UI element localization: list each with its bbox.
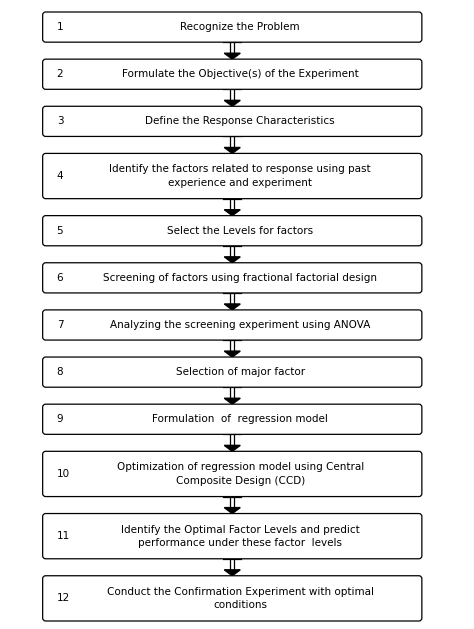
Text: Screening of factors using fractional factorial design: Screening of factors using fractional fa… xyxy=(103,273,377,283)
Text: 11: 11 xyxy=(57,531,70,541)
Polygon shape xyxy=(224,101,240,106)
FancyBboxPatch shape xyxy=(43,452,422,496)
Text: Formulate the Objective(s) of the Experiment: Formulate the Objective(s) of the Experi… xyxy=(122,69,359,79)
Text: 5: 5 xyxy=(57,226,64,236)
Text: 7: 7 xyxy=(57,320,64,330)
Polygon shape xyxy=(224,257,240,263)
Text: Recognize the Problem: Recognize the Problem xyxy=(181,22,300,32)
Text: 3: 3 xyxy=(57,116,64,126)
Polygon shape xyxy=(224,147,240,153)
Polygon shape xyxy=(224,508,240,513)
Polygon shape xyxy=(224,398,240,404)
Polygon shape xyxy=(224,209,240,216)
Text: 8: 8 xyxy=(57,367,64,377)
Text: 2: 2 xyxy=(57,69,64,79)
FancyBboxPatch shape xyxy=(43,310,422,340)
Text: Define the Response Characteristics: Define the Response Characteristics xyxy=(146,116,335,126)
FancyBboxPatch shape xyxy=(43,576,422,621)
Text: 10: 10 xyxy=(57,469,70,479)
FancyBboxPatch shape xyxy=(43,59,422,89)
Text: 4: 4 xyxy=(57,171,64,181)
FancyBboxPatch shape xyxy=(43,12,422,42)
Polygon shape xyxy=(224,304,240,310)
Text: 9: 9 xyxy=(57,415,64,424)
Text: Select the Levels for factors: Select the Levels for factors xyxy=(167,226,313,236)
FancyBboxPatch shape xyxy=(43,513,422,559)
FancyBboxPatch shape xyxy=(43,263,422,293)
Polygon shape xyxy=(224,53,240,59)
Text: 6: 6 xyxy=(57,273,64,283)
FancyBboxPatch shape xyxy=(43,216,422,246)
Text: 12: 12 xyxy=(57,593,70,603)
FancyBboxPatch shape xyxy=(43,153,422,199)
FancyBboxPatch shape xyxy=(43,404,422,435)
Text: Conduct the Confirmation Experiment with optimal
conditions: Conduct the Confirmation Experiment with… xyxy=(107,587,374,610)
Text: 1: 1 xyxy=(57,22,64,32)
Text: Analyzing the screening experiment using ANOVA: Analyzing the screening experiment using… xyxy=(110,320,371,330)
FancyBboxPatch shape xyxy=(43,106,422,136)
Text: Selection of major factor: Selection of major factor xyxy=(176,367,305,377)
Text: Formulation  of  regression model: Formulation of regression model xyxy=(152,415,328,424)
Polygon shape xyxy=(224,445,240,452)
FancyBboxPatch shape xyxy=(43,357,422,387)
Polygon shape xyxy=(224,570,240,576)
Polygon shape xyxy=(224,351,240,357)
Text: Identify the Optimal Factor Levels and predict
performance under these factor  l: Identify the Optimal Factor Levels and p… xyxy=(121,525,360,548)
Text: Identify the factors related to response using past
experience and experiment: Identify the factors related to response… xyxy=(109,164,371,187)
Text: Optimization of regression model using Central
Composite Design (CCD): Optimization of regression model using C… xyxy=(117,462,364,486)
